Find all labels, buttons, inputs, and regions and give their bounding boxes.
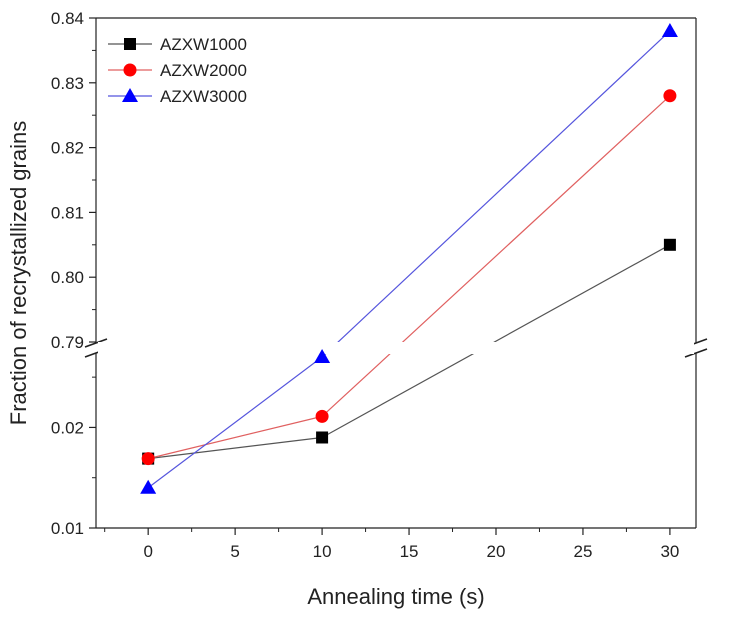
legend-label-azxw2000: AZXW2000: [160, 61, 247, 80]
axis-break-gap: [98, 342, 694, 354]
data-point-azxw1000: [316, 431, 329, 444]
y-tick-label: 0.80: [51, 268, 84, 287]
y-tick-label: 0.82: [51, 139, 84, 158]
x-tick-label: 20: [487, 542, 506, 561]
series-line-azxw2000: [321, 95, 671, 417]
series-line-azxw3000: [321, 30, 671, 358]
x-tick-label: 30: [660, 542, 679, 561]
x-tick-label: 15: [400, 542, 419, 561]
x-tick-label: 25: [573, 542, 592, 561]
data-point-azxw3000: [140, 479, 157, 494]
series-line-azxw2000: [148, 415, 323, 460]
data-point-azxw3000: [314, 349, 331, 364]
x-tick-label: 10: [313, 542, 332, 561]
y-tick-label: 0.81: [51, 203, 84, 222]
data-point-azxw1000: [663, 238, 676, 251]
series-line-azxw1000: [321, 244, 671, 439]
legend-label-azxw3000: AZXW3000: [160, 87, 247, 106]
x-tick-label: 5: [230, 542, 239, 561]
data-point-azxw2000: [663, 89, 677, 103]
y-tick-label: 0.01: [51, 519, 84, 538]
legend-marker-azxw1000: [124, 38, 136, 50]
legend-marker-azxw2000: [123, 63, 137, 77]
data-point-azxw2000: [141, 452, 155, 466]
y-tick-label: 0.83: [51, 74, 84, 93]
axis-break-mark-right-2: [684, 348, 708, 358]
y-axis-title: Fraction of recrystallized grains: [6, 121, 31, 425]
y-tick-label: 0.84: [51, 9, 84, 28]
series-line-azxw3000: [147, 356, 323, 489]
axis-break-mark-left-1: [84, 338, 108, 348]
legend-label-azxw1000: AZXW1000: [160, 35, 247, 54]
x-tick-label: 0: [143, 542, 152, 561]
y-tick-label: 0.79: [51, 333, 84, 352]
x-axis-title: Annealing time (s): [307, 584, 484, 609]
series-line-azxw1000: [148, 436, 323, 460]
data-point-azxw2000: [315, 409, 329, 423]
y-tick-label: 0.02: [51, 418, 84, 437]
data-point-azxw3000: [661, 22, 678, 37]
legend-marker-azxw3000: [122, 88, 138, 102]
